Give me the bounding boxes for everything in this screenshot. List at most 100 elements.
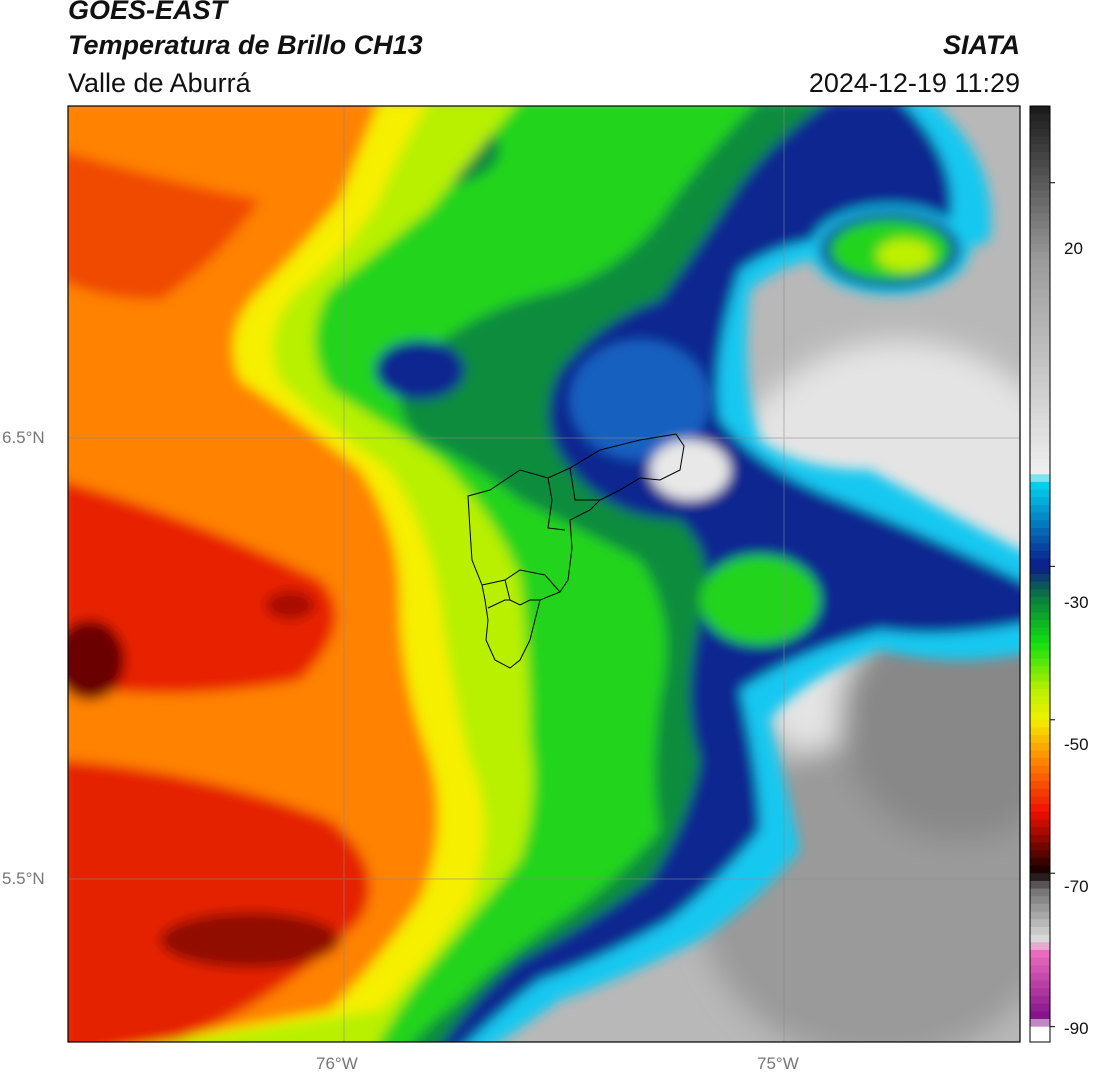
datetime-label: 2024-12-19 11:29 (808, 68, 1020, 98)
colorbar-segment (1030, 1011, 1050, 1020)
colorbar-segment (1030, 159, 1050, 168)
colorbar-segment (1030, 735, 1050, 744)
colorbar-segment (1030, 428, 1050, 437)
colorbar-segment (1030, 696, 1050, 706)
colorbar-segment (1030, 451, 1050, 460)
municipality-border-2 (569, 467, 600, 501)
colorbar-segment (1030, 328, 1050, 337)
colorbar-segment (1030, 742, 1050, 752)
colorbar-segment (1030, 566, 1050, 575)
colorbar-segment (1030, 343, 1050, 353)
colorbar-segment (1030, 911, 1050, 920)
colorbar-segment (1030, 175, 1050, 184)
colorbar-segment (1030, 612, 1050, 621)
colorbar-segment (1030, 474, 1050, 483)
colorbar-segment (1030, 758, 1050, 767)
colorbar-segment (1030, 374, 1050, 383)
colorbar-segment (1030, 712, 1050, 721)
colorbar-segment (1030, 689, 1050, 698)
graticule (68, 106, 1020, 1042)
colorbar-segment (1030, 604, 1050, 613)
colorbar-segment (1030, 643, 1050, 652)
colorbar-segment (1030, 535, 1050, 544)
product-title: Temperatura de Brillo CH13 (68, 30, 423, 60)
lat-label-6-5n: 6.5°N (2, 428, 45, 447)
colorbar-segment (1030, 550, 1050, 560)
colorbar-segment (1030, 121, 1050, 130)
colorbar-segment (1030, 926, 1050, 936)
colorbar-segment (1030, 834, 1050, 844)
map-frame (67, 105, 1021, 1043)
colorbar-segment (1030, 865, 1050, 874)
colorbar-segment (1030, 297, 1050, 307)
colorbar-segment (1030, 351, 1050, 360)
colorbar-segment (1030, 397, 1050, 406)
colorbar-segment (1030, 497, 1050, 506)
colorbar-segment (1030, 106, 1050, 115)
colorbar-segment (1030, 627, 1050, 636)
colorbar-segment (1030, 704, 1050, 713)
colorbar-segment (1030, 988, 1050, 997)
colorbar-tick-minus70: -70 (1064, 877, 1089, 896)
valle-outline (467, 433, 685, 669)
colorbar-segment (1030, 144, 1050, 153)
brightness-temperature-field (68, 106, 1020, 1042)
colorbar-segment (1030, 880, 1050, 890)
colorbar-segment (1030, 589, 1050, 598)
colorbar-tick-minus90: -90 (1064, 1019, 1089, 1038)
colorbar-segment (1030, 205, 1050, 215)
colorbar-segment (1030, 366, 1050, 376)
colorbar-segment (1030, 919, 1050, 928)
colorbar-segment (1030, 458, 1050, 468)
colorbar-segment (1030, 574, 1050, 583)
colorbar-segment (1030, 597, 1050, 606)
colorbar-segment (1030, 811, 1050, 821)
colorbar-segment (1030, 274, 1050, 284)
colorbar-segment (1030, 129, 1050, 138)
satellite-title: GOES-EAST (68, 0, 228, 25)
colorbar-segment (1030, 182, 1050, 191)
colorbar-segment (1030, 412, 1050, 422)
colorbar-segment (1030, 666, 1050, 675)
region-subtitle: Valle de Aburrá (68, 68, 251, 98)
colorbar-segment (1030, 750, 1050, 759)
colorbar-segment (1030, 527, 1050, 537)
colorbar-segment (1030, 1018, 1050, 1028)
colorbar-segment (1030, 635, 1050, 644)
lat-label-5-5n: 5.5°N (2, 869, 45, 888)
colorbar-segment (1030, 934, 1050, 943)
colorbar-segment (1030, 228, 1050, 238)
colorbar-tick-minus50: -50 (1064, 735, 1089, 754)
colorbar-segment (1030, 152, 1050, 161)
colorbar-segment (1030, 980, 1050, 989)
colorbar-segment (1030, 873, 1050, 882)
colorbar-segment (1030, 213, 1050, 222)
colorbar-segment (1030, 949, 1050, 959)
colorbar-segment (1030, 504, 1050, 514)
colorbar-segment (1030, 167, 1050, 176)
valle-de-aburra-boundaries (467, 433, 685, 669)
colorbar-segment (1030, 896, 1050, 905)
colorbar-segment (1030, 359, 1050, 368)
colorbar-segment (1030, 1003, 1050, 1012)
colorbar-segment (1030, 420, 1050, 429)
municipality-border-1 (547, 477, 566, 531)
colorbar-segment (1030, 781, 1050, 790)
colorbar-segment (1030, 857, 1050, 867)
colorbar-tick-20: 20 (1064, 239, 1083, 258)
colorbar-segment (1030, 405, 1050, 414)
colorbar-segment (1030, 282, 1050, 291)
colorbar-segment (1030, 804, 1050, 813)
colorbar-segment (1030, 305, 1050, 314)
colorbar-segment (1030, 382, 1050, 391)
colorbar-segment (1030, 1034, 1050, 1043)
colorbar-segment (1030, 244, 1050, 253)
municipality-border-3 (481, 569, 561, 593)
colorbar-frame (1029, 105, 1051, 1043)
colorbar-segment (1030, 972, 1050, 982)
colorbar-segment (1030, 888, 1050, 897)
colorbar-segment (1030, 995, 1050, 1005)
colorbar-segment (1030, 620, 1050, 629)
colorbar-segment (1030, 313, 1050, 322)
colorbar-segment (1030, 842, 1050, 851)
